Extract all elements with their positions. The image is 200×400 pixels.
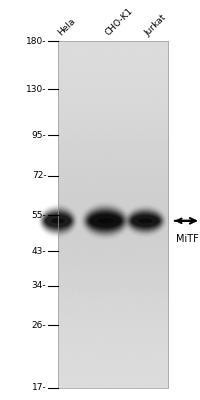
Ellipse shape (131, 214, 160, 228)
Text: Jurkat: Jurkat (143, 12, 168, 38)
Ellipse shape (41, 208, 75, 234)
Ellipse shape (51, 218, 65, 224)
Text: 34-: 34- (32, 282, 46, 290)
Ellipse shape (84, 207, 126, 234)
Ellipse shape (127, 209, 164, 233)
Text: Hela: Hela (56, 17, 77, 38)
Ellipse shape (45, 214, 71, 228)
Ellipse shape (130, 213, 160, 228)
Text: CHO-K1: CHO-K1 (103, 6, 135, 38)
Ellipse shape (44, 212, 72, 229)
Ellipse shape (43, 212, 72, 230)
Text: 72-: 72- (32, 171, 46, 180)
Ellipse shape (130, 213, 161, 229)
Ellipse shape (85, 208, 125, 233)
Ellipse shape (84, 207, 127, 235)
Ellipse shape (89, 212, 122, 229)
Ellipse shape (87, 211, 123, 231)
Ellipse shape (131, 214, 160, 228)
Ellipse shape (129, 212, 162, 230)
Text: 180-: 180- (26, 37, 46, 46)
Text: 43-: 43- (32, 247, 46, 256)
Ellipse shape (131, 214, 159, 227)
Text: 55-: 55- (32, 211, 46, 220)
Ellipse shape (90, 214, 121, 227)
Ellipse shape (130, 212, 161, 230)
Ellipse shape (43, 211, 73, 230)
Ellipse shape (88, 212, 123, 230)
Ellipse shape (97, 218, 114, 224)
Ellipse shape (41, 209, 74, 233)
Ellipse shape (41, 209, 74, 232)
Text: 26-: 26- (32, 321, 46, 330)
Ellipse shape (128, 211, 162, 231)
Text: 17-: 17- (32, 383, 46, 392)
Ellipse shape (45, 215, 70, 227)
Ellipse shape (86, 210, 125, 232)
Ellipse shape (86, 210, 124, 232)
Ellipse shape (85, 208, 126, 234)
Ellipse shape (132, 215, 159, 227)
Ellipse shape (88, 212, 123, 230)
Ellipse shape (127, 210, 163, 232)
Ellipse shape (89, 214, 121, 228)
Ellipse shape (89, 213, 122, 229)
Ellipse shape (129, 211, 162, 230)
Text: MiTF: MiTF (176, 234, 199, 244)
Bar (58, 42, 168, 388)
Ellipse shape (44, 214, 71, 228)
Ellipse shape (44, 213, 71, 229)
Ellipse shape (132, 215, 159, 226)
Text: 130-: 130- (26, 85, 46, 94)
Ellipse shape (45, 214, 70, 227)
Ellipse shape (90, 214, 121, 228)
Ellipse shape (86, 209, 125, 233)
Ellipse shape (43, 212, 72, 230)
Ellipse shape (42, 210, 73, 232)
Ellipse shape (128, 210, 163, 231)
Ellipse shape (87, 210, 124, 231)
Text: 95-: 95- (32, 131, 46, 140)
Ellipse shape (138, 218, 153, 223)
Ellipse shape (128, 210, 163, 232)
Ellipse shape (42, 211, 73, 231)
Ellipse shape (42, 210, 74, 232)
